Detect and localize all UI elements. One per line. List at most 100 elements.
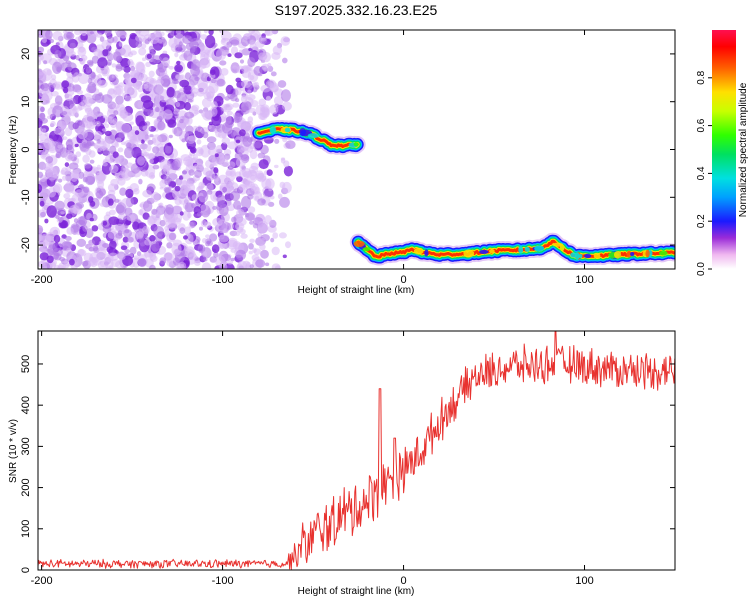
noise-speckle	[126, 214, 136, 222]
noise-speckle	[125, 188, 134, 198]
noise-speckle	[123, 82, 133, 95]
noise-speckle	[283, 160, 290, 168]
noise-speckle	[38, 171, 44, 178]
noise-speckle	[245, 212, 256, 221]
noise-speckle	[138, 30, 150, 37]
noise-speckle	[50, 120, 56, 127]
snr-y-tick-label: 200	[20, 478, 32, 496]
noise-speckle	[115, 103, 126, 117]
noise-speckle	[49, 39, 55, 43]
noise-speckle	[151, 134, 162, 146]
noise-speckle	[144, 239, 152, 246]
noise-speckle	[221, 37, 226, 43]
noise-speckle	[85, 66, 92, 74]
noise-speckle	[164, 229, 170, 237]
snr-x-tick-label: 0	[400, 575, 406, 587]
noise-speckle	[230, 39, 240, 46]
noise-speckle	[64, 162, 70, 168]
noise-speckle	[176, 179, 188, 187]
noise-speckle	[191, 104, 200, 112]
noise-speckle	[227, 260, 234, 265]
noise-speckle	[102, 220, 108, 226]
noise-speckle	[208, 82, 219, 94]
spectrogram-x-tick-label: -200	[31, 274, 53, 286]
noise-speckle	[188, 253, 198, 261]
spectrogram-x-tick-label: 100	[575, 274, 593, 286]
track-blob	[424, 249, 429, 257]
noise-speckle	[45, 30, 53, 40]
noise-speckle	[194, 169, 202, 178]
noise-speckle	[159, 219, 166, 227]
noise-speckle	[282, 57, 288, 64]
noise-speckle	[101, 128, 107, 132]
noise-speckle	[255, 259, 266, 268]
track-blob	[659, 250, 668, 256]
noise-speckle	[129, 121, 134, 125]
noise-speckle	[148, 70, 155, 78]
noise-speckle	[94, 130, 103, 138]
noise-speckle	[99, 36, 105, 42]
noise-speckle	[97, 246, 107, 258]
noise-speckle	[163, 175, 170, 182]
colorbar-tick-label: 0.8	[696, 70, 707, 84]
noise-speckle	[54, 200, 65, 211]
noise-speckle	[227, 141, 238, 150]
noise-speckle	[176, 60, 181, 65]
noise-speckle	[203, 30, 208, 34]
noise-speckle	[117, 177, 126, 186]
noise-speckle	[41, 128, 47, 133]
noise-speckle	[269, 82, 279, 93]
noise-speckle	[147, 110, 154, 117]
noise-speckle	[104, 130, 112, 137]
noise-speckle	[115, 204, 125, 214]
noise-speckle	[74, 30, 82, 36]
noise-speckle	[42, 96, 51, 105]
noise-speckle	[178, 41, 183, 47]
colorbar-axis: 0.0 0.2 0.4 0.6 0.8	[696, 70, 712, 276]
noise-speckle	[248, 107, 256, 113]
noise-speckle	[212, 205, 217, 210]
noise-speckle	[41, 82, 50, 92]
noise-speckle	[230, 248, 237, 253]
noise-speckle	[61, 240, 73, 251]
noise-speckle	[223, 49, 230, 55]
noise-speckle	[78, 171, 85, 179]
track-blob	[353, 142, 359, 147]
noise-speckle	[89, 257, 98, 268]
noise-speckle	[151, 208, 158, 215]
noise-speckle	[211, 113, 222, 126]
noise-speckle	[201, 97, 212, 108]
noise-speckle	[53, 83, 61, 89]
noise-speckle	[194, 109, 200, 115]
noise-speckle	[133, 255, 139, 260]
noise-speckle	[137, 139, 142, 143]
noise-speckle	[185, 72, 191, 80]
noise-speckle	[223, 106, 228, 111]
noise-speckle	[47, 82, 53, 88]
track-blob	[584, 253, 592, 259]
spectrogram-y-axis-label: Frequency (Hz)	[8, 116, 19, 185]
noise-speckle	[218, 203, 229, 217]
noise-speckle	[46, 69, 52, 76]
noise-speckle	[132, 221, 140, 230]
noise-speckle	[236, 175, 243, 183]
noise-speckle	[115, 85, 124, 96]
track-band	[356, 239, 675, 259]
noise-speckle	[120, 245, 128, 251]
noise-speckle	[270, 237, 275, 243]
noise-speckle	[248, 250, 253, 255]
noise-speckle	[45, 156, 54, 164]
spectrogram-y-tick-label: 20	[20, 48, 32, 60]
noise-speckle	[243, 33, 251, 40]
noise-speckle	[129, 50, 137, 56]
noise-speckle	[137, 156, 146, 166]
noise-speckle	[181, 138, 186, 143]
colorbar-tick-label: 0.6	[696, 118, 707, 132]
noise-speckle	[270, 71, 277, 77]
noise-speckle	[38, 112, 46, 122]
noise-speckle	[143, 80, 148, 87]
noise-speckle	[139, 238, 146, 247]
noise-speckle	[265, 262, 270, 267]
noise-speckle	[66, 31, 73, 40]
noise-speckle	[200, 34, 208, 40]
